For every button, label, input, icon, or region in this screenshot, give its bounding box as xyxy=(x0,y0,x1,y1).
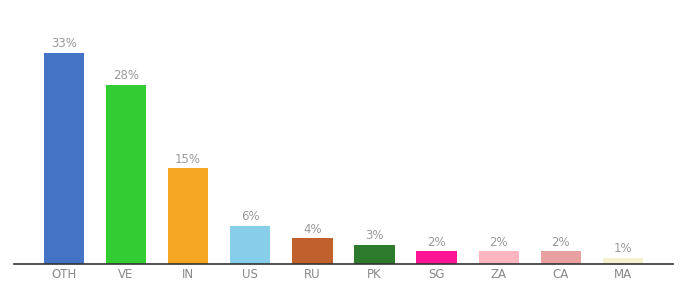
Text: 33%: 33% xyxy=(51,38,77,50)
Text: 2%: 2% xyxy=(551,236,571,249)
Bar xyxy=(416,251,457,264)
Text: 4%: 4% xyxy=(303,223,322,236)
Text: 15%: 15% xyxy=(175,152,201,166)
Bar xyxy=(541,251,581,264)
Text: 2%: 2% xyxy=(427,236,446,249)
Bar xyxy=(105,85,146,264)
Bar xyxy=(603,258,643,264)
Text: 2%: 2% xyxy=(490,236,508,249)
Bar xyxy=(354,245,394,264)
Text: 6%: 6% xyxy=(241,210,260,223)
Bar xyxy=(168,168,208,264)
Text: 3%: 3% xyxy=(365,229,384,242)
Bar xyxy=(230,226,271,264)
Text: 1%: 1% xyxy=(614,242,632,255)
Bar xyxy=(479,251,519,264)
Bar xyxy=(44,53,84,264)
Text: 28%: 28% xyxy=(113,69,139,82)
Bar xyxy=(292,238,333,264)
